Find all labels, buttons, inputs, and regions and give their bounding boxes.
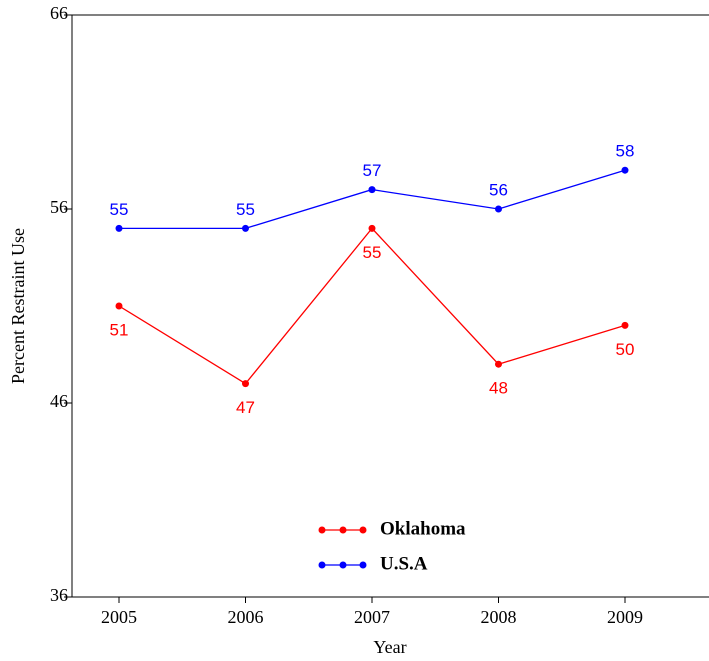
value-label: 55 <box>363 243 382 262</box>
value-label: 50 <box>616 340 635 359</box>
point <box>495 360 502 368</box>
x-axis-label: Year <box>373 637 406 657</box>
x-tick-label: 2006 <box>228 607 264 627</box>
y-tick-label: 66 <box>50 3 68 23</box>
x-tick-label: 2009 <box>607 607 643 627</box>
value-label: 58 <box>616 142 635 161</box>
x-tick-label: 2007 <box>354 607 390 627</box>
legend-marker <box>359 526 367 534</box>
value-label: 56 <box>489 180 508 199</box>
point <box>621 321 629 329</box>
point <box>368 186 376 194</box>
legend-marker <box>339 526 347 534</box>
value-label: 48 <box>489 379 508 398</box>
legend-marker <box>318 561 326 569</box>
point <box>495 205 502 213</box>
point <box>115 224 123 232</box>
legend-label: U.S.A <box>380 553 428 574</box>
point <box>242 224 249 232</box>
point <box>242 380 249 388</box>
value-label: 47 <box>236 398 255 417</box>
point <box>621 166 629 174</box>
y-tick-label: 56 <box>50 197 68 217</box>
y-tick-label: 36 <box>50 585 68 605</box>
legend-marker <box>359 561 367 569</box>
x-tick-label: 2008 <box>481 607 517 627</box>
legend-label: Oklahoma <box>380 518 466 539</box>
y-tick-label: 46 <box>50 391 68 411</box>
value-label: 57 <box>363 161 382 180</box>
x-tick-label: 2005 <box>101 607 137 627</box>
legend-marker <box>339 561 347 569</box>
value-label: 51 <box>110 320 129 339</box>
y-axis-label: Percent Restraint Use <box>8 228 28 384</box>
point <box>115 302 123 310</box>
point <box>368 224 376 232</box>
value-label: 55 <box>110 200 129 219</box>
value-label: 55 <box>236 200 255 219</box>
legend-marker <box>318 526 326 534</box>
